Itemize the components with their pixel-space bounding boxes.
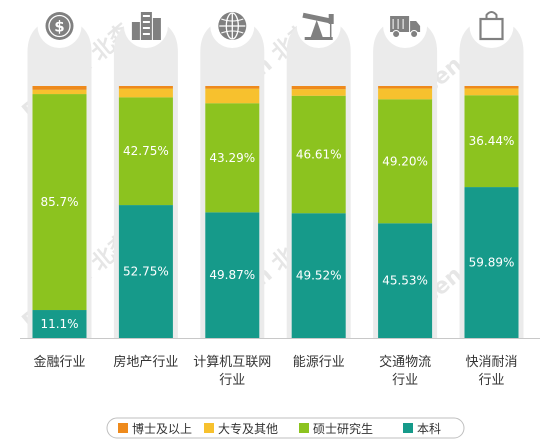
data-label: 52.75% — [123, 265, 169, 279]
bar-segment — [118, 88, 173, 98]
bar-segment — [378, 99, 433, 224]
bar-segment — [32, 86, 87, 90]
legend-entry: 本科 — [417, 422, 441, 436]
legend-swatch — [403, 423, 413, 433]
bar-segment — [464, 95, 519, 188]
bar-segment — [118, 86, 173, 89]
legend-frame — [106, 417, 465, 439]
bar-segment — [32, 310, 87, 338]
truck-icon — [390, 16, 421, 38]
legend-entry: 博士及以上 — [132, 421, 192, 436]
data-label: 49.52% — [296, 269, 342, 283]
bar-segment — [291, 86, 346, 90]
category-label: 能源行业 — [293, 355, 345, 370]
bar-segment — [205, 103, 260, 213]
bar-segment — [464, 187, 519, 338]
bar-segment — [291, 95, 346, 214]
data-label: 49.87% — [209, 268, 255, 282]
bar-segment — [205, 86, 260, 89]
bar-segment — [32, 89, 87, 95]
bar-segment — [32, 94, 87, 311]
globe-icon — [218, 12, 247, 40]
category-label: 计算机互联网 — [193, 355, 271, 370]
legend: 博士及以上 大专及其他 硕士研究生 本科 — [106, 417, 465, 439]
category-label: 交通物流 — [379, 354, 431, 370]
data-label: 59.89% — [469, 256, 515, 270]
category-label: 房地产行业 — [113, 354, 178, 370]
bar-segment — [118, 97, 173, 206]
bar-segment — [378, 86, 433, 89]
shopping-bag-icon — [479, 11, 504, 41]
bar-segment — [378, 88, 433, 100]
oil-pump-icon — [302, 12, 334, 40]
data-label: 43.29% — [209, 151, 255, 165]
bar-segment — [205, 212, 260, 338]
legend-entry: 硕士研究生 — [313, 421, 373, 436]
bar-segment — [291, 213, 346, 338]
data-label: 85.7% — [40, 195, 78, 209]
bar-segment — [118, 205, 173, 338]
legend-swatch — [299, 423, 309, 433]
category-label: 快消耐消 — [465, 355, 517, 370]
data-label: 46.61% — [296, 147, 342, 161]
legend-swatch — [118, 423, 128, 433]
bar-segment — [464, 88, 519, 96]
category-label: 行业 — [219, 373, 245, 388]
category-label: 金融行业 — [33, 354, 85, 370]
bar-segment — [205, 88, 260, 104]
bar-segment — [291, 89, 346, 96]
data-label: 45.53% — [382, 274, 428, 288]
data-label: 11.1% — [40, 317, 78, 331]
category-label: 行业 — [392, 373, 418, 388]
legend-entry: 大专及其他 — [218, 421, 278, 436]
svg-text:$: $ — [54, 18, 64, 36]
buildings-icon — [131, 12, 161, 40]
data-label: 36.44% — [469, 134, 515, 148]
dollar-coin-icon: $ — [45, 12, 74, 40]
category-label: 行业 — [478, 373, 504, 388]
data-label: 42.75% — [123, 144, 169, 158]
bar-segment — [464, 86, 519, 89]
data-label: 49.20% — [382, 154, 428, 168]
bar-segment — [378, 223, 433, 338]
legend-swatch — [204, 423, 214, 433]
